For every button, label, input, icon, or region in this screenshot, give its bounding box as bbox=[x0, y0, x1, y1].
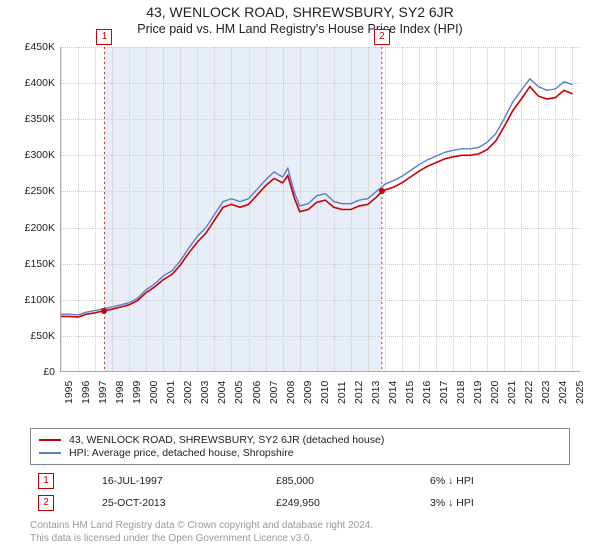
x-tick-label: 2017 bbox=[438, 381, 456, 404]
legend-item: 43, WENLOCK ROAD, SHREWSBURY, SY2 6JR (d… bbox=[39, 434, 561, 446]
y-tick-label: £50K bbox=[15, 330, 55, 342]
y-tick-label: £300K bbox=[15, 149, 55, 161]
x-tick-label: 1999 bbox=[131, 381, 149, 404]
table-row: 1 16-JUL-1997£85,0006% ↓ HPI bbox=[32, 471, 568, 491]
legend-label: HPI: Average price, detached house, Shro… bbox=[69, 447, 294, 459]
x-tick-label: 2025 bbox=[574, 381, 592, 404]
x-tick-label: 2019 bbox=[472, 381, 490, 404]
x-tick-label: 2024 bbox=[557, 381, 575, 404]
legend-swatch bbox=[39, 452, 61, 454]
legend-item: HPI: Average price, detached house, Shro… bbox=[39, 447, 561, 459]
x-tick-label: 2023 bbox=[540, 381, 558, 404]
y-tick-label: £0 bbox=[15, 366, 55, 378]
x-tick-label: 1997 bbox=[97, 381, 115, 404]
page-title: 43, WENLOCK ROAD, SHREWSBURY, SY2 6JR bbox=[10, 4, 590, 20]
sales-table: 1 16-JUL-1997£85,0006% ↓ HPI 2 25-OCT-2013£… bbox=[30, 469, 570, 515]
sale-price: £249,950 bbox=[270, 493, 422, 513]
y-tick-label: £150K bbox=[15, 258, 55, 270]
x-tick-label: 2007 bbox=[268, 381, 286, 404]
x-tick-label: 2011 bbox=[336, 381, 354, 404]
chart-legend: 43, WENLOCK ROAD, SHREWSBURY, SY2 6JR (d… bbox=[30, 428, 570, 465]
x-tick-label: 2006 bbox=[251, 381, 269, 404]
x-tick-label: 2018 bbox=[455, 381, 473, 404]
table-row: 2 25-OCT-2013£249,9503% ↓ HPI bbox=[32, 493, 568, 513]
attribution-line: Contains HM Land Registry data © Crown c… bbox=[30, 519, 570, 532]
x-tick-label: 2014 bbox=[387, 381, 405, 404]
sale-delta: 3% ↓ HPI bbox=[424, 493, 568, 513]
x-tick-label: 1998 bbox=[114, 381, 132, 404]
y-tick-label: £400K bbox=[15, 77, 55, 89]
y-tick-label: £350K bbox=[15, 113, 55, 125]
x-tick-label: 2015 bbox=[404, 381, 422, 404]
sale-date: 16-JUL-1997 bbox=[96, 471, 268, 491]
sale-marker-badge: 1 bbox=[38, 473, 54, 489]
chart-series-line bbox=[61, 79, 573, 315]
legend-label: 43, WENLOCK ROAD, SHREWSBURY, SY2 6JR (d… bbox=[69, 434, 384, 446]
sale-delta: 6% ↓ HPI bbox=[424, 471, 568, 491]
y-tick-label: £200K bbox=[15, 222, 55, 234]
attribution: Contains HM Land Registry data © Crown c… bbox=[30, 519, 570, 545]
x-tick-label: 2012 bbox=[353, 381, 371, 404]
x-tick-label: 2003 bbox=[199, 381, 217, 404]
legend-swatch bbox=[39, 439, 61, 441]
x-tick-label: 2005 bbox=[233, 381, 251, 404]
sale-point-label: 2 bbox=[374, 29, 390, 45]
x-tick-label: 2021 bbox=[506, 381, 524, 404]
sale-date: 25-OCT-2013 bbox=[96, 493, 268, 513]
sale-marker-badge: 2 bbox=[38, 495, 54, 511]
sale-point-marker bbox=[101, 308, 107, 314]
y-tick-label: £250K bbox=[15, 185, 55, 197]
x-tick-label: 2016 bbox=[421, 381, 439, 404]
x-tick-label: 2002 bbox=[182, 381, 200, 404]
x-tick-label: 2010 bbox=[319, 381, 337, 404]
x-tick-label: 2009 bbox=[302, 381, 320, 404]
x-tick-label: 1996 bbox=[80, 381, 98, 404]
sale-point-label: 1 bbox=[96, 29, 112, 45]
chart-series-line bbox=[61, 87, 573, 317]
sale-point-marker bbox=[379, 188, 385, 194]
x-tick-label: 2013 bbox=[370, 381, 388, 404]
x-tick-label: 2000 bbox=[148, 381, 166, 404]
x-tick-label: 2001 bbox=[165, 381, 183, 404]
x-tick-label: 2008 bbox=[285, 381, 303, 404]
x-tick-label: 2020 bbox=[489, 381, 507, 404]
x-tick-label: 2022 bbox=[523, 381, 541, 404]
y-tick-label: £100K bbox=[15, 294, 55, 306]
sale-price: £85,000 bbox=[270, 471, 422, 491]
price-chart: £0 £50K £100K £150K £200K £250K £300K £350K £400… bbox=[15, 42, 585, 422]
y-tick-label: £450K bbox=[15, 41, 55, 53]
attribution-line: This data is licensed under the Open Gov… bbox=[30, 532, 570, 545]
x-tick-label: 2004 bbox=[216, 381, 234, 404]
x-tick-label: 1995 bbox=[63, 381, 81, 404]
